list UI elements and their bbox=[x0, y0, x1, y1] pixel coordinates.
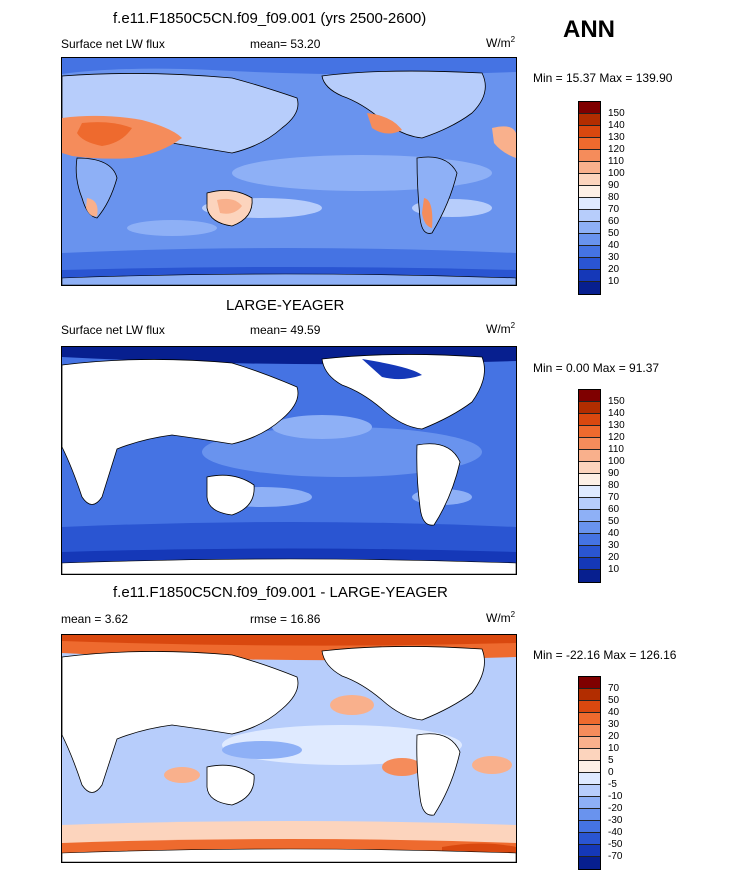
panel3-title: f.e11.F1850C5CN.f09_f09.001 - LARGE-YEAG… bbox=[113, 584, 448, 601]
panel3-cb-label: -10 bbox=[608, 791, 623, 802]
panel2-units: W/m2 bbox=[486, 321, 516, 336]
season-label: ANN bbox=[563, 16, 615, 43]
panel2-cb-label: 60 bbox=[608, 504, 620, 515]
panel3-units: W/m2 bbox=[486, 610, 516, 625]
panel1-cb-label: 80 bbox=[608, 192, 620, 203]
panel3-cb-label: -5 bbox=[608, 779, 617, 790]
panel1-colorbar bbox=[578, 101, 601, 295]
panel3-rmse: rmse = 16.86 bbox=[250, 612, 321, 626]
panel3-cb-label: 70 bbox=[608, 683, 620, 694]
panel3-cb-label: 50 bbox=[608, 695, 620, 706]
panel1-cb-label: 140 bbox=[608, 120, 625, 131]
panel2-colorbar bbox=[578, 389, 601, 583]
panel2-minmax: Min = 0.00 Max = 91.37 bbox=[533, 361, 660, 375]
panel3-cb-label: 40 bbox=[608, 707, 620, 718]
panel1-cb-label: 60 bbox=[608, 216, 620, 227]
panel3-colorbar bbox=[578, 676, 601, 870]
panel1-left-label: Surface net LW flux bbox=[61, 37, 165, 51]
panel2-map bbox=[61, 346, 517, 575]
panel1-cb-label: 20 bbox=[608, 264, 620, 275]
panel1-map bbox=[61, 57, 517, 286]
panel3-cb-label: 0 bbox=[608, 767, 614, 778]
panel1-cb-label: 10 bbox=[608, 276, 620, 287]
panel3-cb-label: -30 bbox=[608, 815, 623, 826]
panel2-cb-label: 30 bbox=[608, 540, 620, 551]
panel2-cb-label: 150 bbox=[608, 396, 625, 407]
panel2-cb-label: 10 bbox=[608, 564, 620, 575]
panel3-mean: mean = 3.62 bbox=[61, 612, 129, 626]
panel1-units: W/m2 bbox=[486, 35, 516, 50]
panel2-cb-label: 70 bbox=[608, 492, 620, 503]
panel3-cb-label: 10 bbox=[608, 743, 620, 754]
panel1-cb-label: 40 bbox=[608, 240, 620, 251]
panel3-cb-label: -20 bbox=[608, 803, 623, 814]
panel3-map bbox=[61, 634, 517, 863]
panel2-cb-label: 90 bbox=[608, 468, 620, 479]
panel2-cb-label: 80 bbox=[608, 480, 620, 491]
panel1-cb-label: 130 bbox=[608, 132, 625, 143]
panel3-cb-label: -50 bbox=[608, 839, 623, 850]
panel3-cb-label: 5 bbox=[608, 755, 614, 766]
panel1-cb-label: 30 bbox=[608, 252, 620, 263]
panel3-cb-label: 20 bbox=[608, 731, 620, 742]
panel1-cb-label: 120 bbox=[608, 144, 625, 155]
panel1-cb-label: 70 bbox=[608, 204, 620, 215]
panel2-left-label: Surface net LW flux bbox=[61, 323, 165, 337]
panel2-cb-label: 110 bbox=[608, 444, 624, 455]
panel1-title: f.e11.F1850C5CN.f09_f09.001 (yrs 2500-26… bbox=[113, 10, 427, 27]
panel2-title: LARGE-YEAGER bbox=[226, 297, 345, 314]
panel1-mean: mean= 53.20 bbox=[250, 37, 321, 51]
panel1-cb-label: 110 bbox=[608, 156, 624, 167]
panel3-minmax: Min = -22.16 Max = 126.16 bbox=[533, 648, 677, 662]
panel1-cb-label: 150 bbox=[608, 108, 625, 119]
panel1-minmax: Min = 15.37 Max = 139.90 bbox=[533, 71, 673, 85]
panel1-cb-label: 50 bbox=[608, 228, 620, 239]
panel2-cb-label: 40 bbox=[608, 528, 620, 539]
panel2-cb-label: 20 bbox=[608, 552, 620, 563]
panel2-mean: mean= 49.59 bbox=[250, 323, 321, 337]
panel2-cb-label: 140 bbox=[608, 408, 625, 419]
panel1-cb-label: 100 bbox=[608, 168, 625, 179]
panel2-cb-label: 50 bbox=[608, 516, 620, 527]
panel1-cb-label: 90 bbox=[608, 180, 620, 191]
panel3-cb-label: -70 bbox=[608, 851, 623, 862]
panel2-cb-label: 130 bbox=[608, 420, 625, 431]
panel2-cb-label: 100 bbox=[608, 456, 625, 467]
panel2-cb-label: 120 bbox=[608, 432, 625, 443]
panel3-cb-label: -40 bbox=[608, 827, 623, 838]
panel3-cb-label: 30 bbox=[608, 719, 620, 730]
